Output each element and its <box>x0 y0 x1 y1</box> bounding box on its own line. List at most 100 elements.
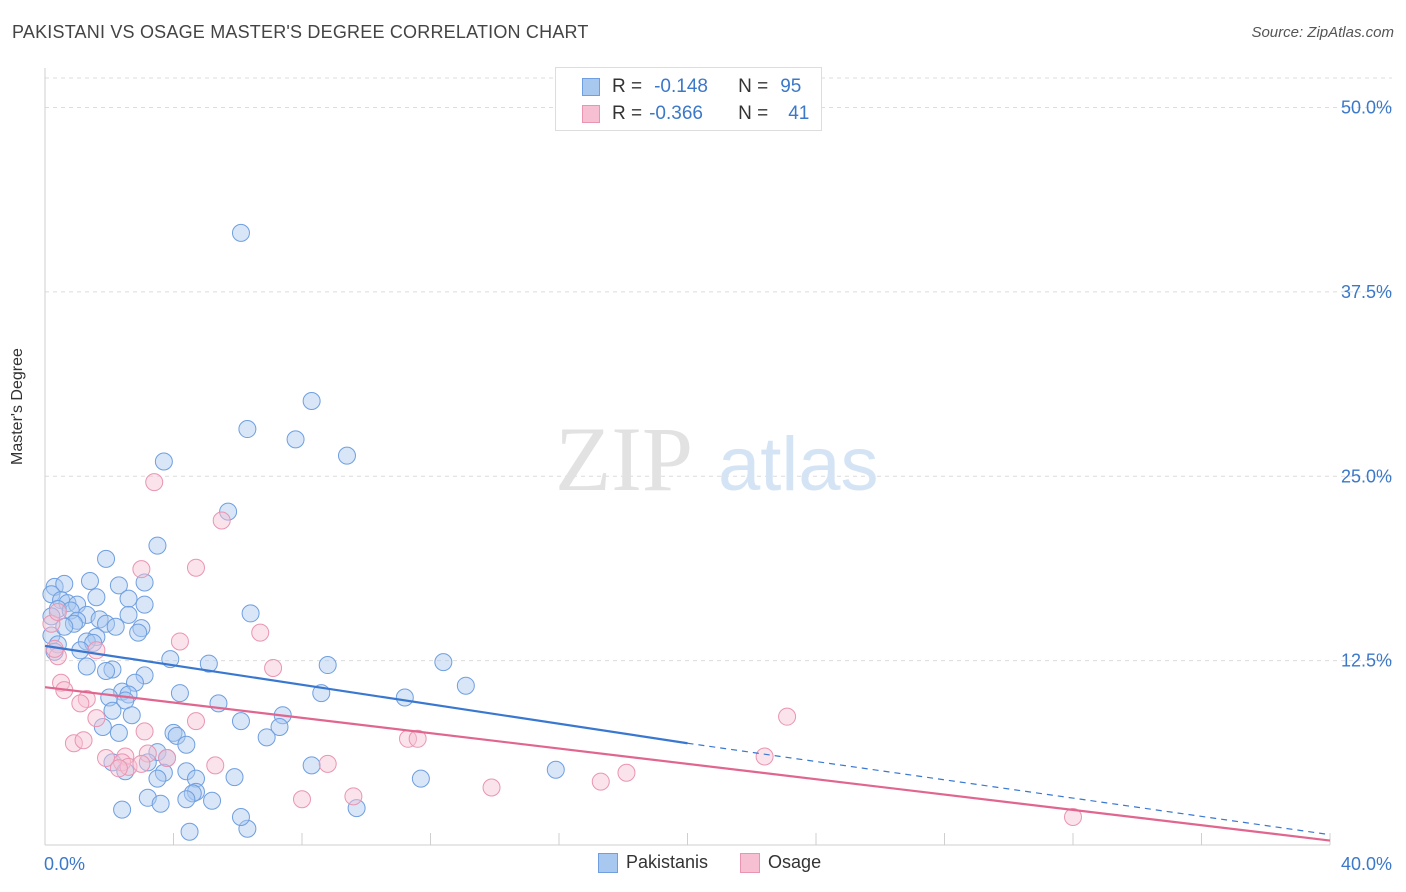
pakistani-point <box>97 549 116 568</box>
pakistani-point <box>318 656 337 675</box>
osage-trend-line <box>44 686 1331 842</box>
pakistani-point <box>113 800 132 819</box>
osage-point <box>186 712 205 731</box>
osage-point <box>186 558 205 577</box>
pakistani-point <box>302 392 321 411</box>
legend-n-value: 95 <box>780 76 802 97</box>
legend-swatch-pakistanis <box>598 852 618 873</box>
osage-point <box>158 748 177 767</box>
pakistani-point <box>148 769 167 788</box>
pakistani-point <box>186 769 205 788</box>
osage-point <box>264 659 283 677</box>
legend-swatch-osage <box>582 105 600 123</box>
pakistani-point <box>186 782 205 801</box>
osage-point <box>591 772 610 791</box>
osage-point <box>318 754 337 773</box>
osage-point <box>145 473 164 492</box>
x-tick-label: 40.0% <box>1341 854 1392 874</box>
pakistani-point <box>109 723 128 742</box>
osage-point <box>87 641 106 660</box>
pakistani-point <box>238 819 257 838</box>
pakistani-point <box>106 617 125 636</box>
osage-point <box>109 759 128 778</box>
pakistani-point <box>238 420 257 439</box>
gridlines <box>45 77 1392 662</box>
pakistani-point <box>434 653 453 672</box>
osage-point <box>755 747 774 766</box>
pakistani-point <box>103 701 122 720</box>
osage-point <box>87 709 106 728</box>
chart-title: PAKISTANI VS OSAGE MASTER'S DEGREE CORRE… <box>12 22 589 42</box>
osage-point <box>42 614 61 633</box>
legend-label-pakistanis: Pakistanis <box>626 852 709 872</box>
legend-r-value: -0.366 <box>649 103 703 124</box>
pakistani-point <box>347 799 366 818</box>
osage-point <box>408 729 427 748</box>
pakistani-point <box>546 760 565 779</box>
osage-point <box>116 747 135 766</box>
pakistani-point <box>77 657 96 676</box>
source-label: Source: ZipAtlas.com <box>1251 24 1394 41</box>
osage-point <box>74 731 93 750</box>
legend-row-pakistanis: R = -0.148 N = 95 <box>582 76 801 98</box>
y-tick-label: 37.5% <box>1341 282 1392 302</box>
pakistani-point <box>302 756 321 775</box>
pakistani-point <box>93 718 112 736</box>
osage-point <box>138 744 157 763</box>
pakistani-point <box>109 576 128 595</box>
osage-point <box>778 707 797 726</box>
legend-swatch-osage <box>740 852 761 873</box>
pakistani-point <box>337 446 356 465</box>
pakistani-point <box>395 688 414 707</box>
pakistani-point <box>177 762 196 781</box>
legend-label-osage: Osage <box>768 852 822 872</box>
pakistani-point <box>122 706 141 725</box>
pakistani-point <box>199 654 218 673</box>
watermark-atlas: atlas <box>718 422 879 507</box>
pakistani-point <box>87 588 106 607</box>
pakistani-point <box>148 536 167 555</box>
pakistani-point <box>151 794 170 813</box>
osage-point <box>251 623 270 642</box>
pakistani-point <box>241 604 260 623</box>
stats-legend: R = -0.148 N = 95 R = -0.366 N = 41 <box>555 67 822 131</box>
pakistani-point <box>119 685 138 704</box>
pakistanis-trend-extension <box>687 742 1331 836</box>
osage-points <box>42 473 1082 826</box>
legend-r-value: -0.148 <box>654 76 708 97</box>
series-legend: Pakistanis Osage <box>598 852 821 873</box>
watermark-zip: ZIP <box>555 408 693 510</box>
osage-point <box>482 778 501 797</box>
legend-r-label: R = <box>612 76 643 97</box>
osage-point <box>1064 807 1082 826</box>
y-tick-label: 50.0% <box>1341 98 1392 118</box>
legend-swatch-pakistanis <box>582 78 600 96</box>
pakistani-point <box>170 684 189 703</box>
y-tick-label: 12.5% <box>1341 651 1392 671</box>
y-axis-label: Master's Degree <box>9 348 26 465</box>
pakistani-point <box>103 660 122 679</box>
pakistani-point <box>164 723 183 742</box>
pakistani-point <box>119 589 138 608</box>
y-tick-label: 25.0% <box>1341 466 1392 486</box>
x-tick-label: 0.0% <box>44 854 85 874</box>
trend-lines <box>44 644 1331 842</box>
pakistani-point <box>231 712 250 731</box>
axes <box>44 68 1331 846</box>
osage-point <box>293 790 311 809</box>
osage-point <box>170 632 189 651</box>
pakistani-point <box>286 430 305 449</box>
pakistani-point <box>154 452 173 471</box>
pakistanis-trend-line <box>44 644 688 745</box>
osage-point <box>135 722 154 741</box>
osage-point <box>71 694 90 713</box>
tick-labels: 12.5% 25.0% 37.5% 50.0% 0.0% 40.0% <box>44 98 1392 875</box>
legend-row-osage: R = -0.366 N = 41 <box>582 103 809 125</box>
legend-r-label: R = <box>612 103 643 124</box>
osage-point <box>132 560 151 579</box>
pakistanis-points <box>42 223 565 841</box>
pakistani-point <box>119 605 138 624</box>
watermark: ZIP atlas <box>555 408 879 510</box>
osage-point <box>344 787 363 806</box>
